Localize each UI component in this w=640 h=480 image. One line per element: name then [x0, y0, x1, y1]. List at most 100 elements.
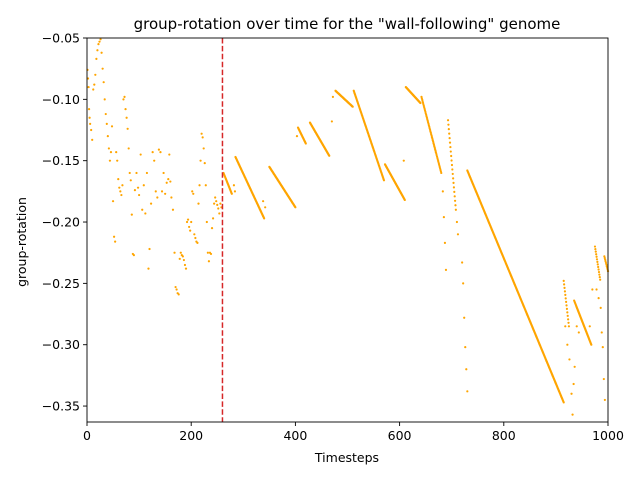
data-point: [463, 316, 466, 319]
data-point: [148, 247, 151, 251]
data-point: [590, 343, 593, 346]
y-tick-label: −0.25: [42, 276, 80, 291]
data-point: [328, 154, 331, 157]
data-point: [214, 196, 217, 199]
data-point: [174, 285, 177, 289]
data-point: [103, 98, 106, 101]
data-point: [597, 270, 601, 274]
data-point: [96, 49, 99, 52]
data-point: [595, 258, 599, 261]
data-point: [563, 286, 566, 289]
data-point: [295, 135, 299, 138]
data-point: [87, 108, 91, 111]
data-point: [92, 88, 95, 91]
data-point: [595, 255, 598, 258]
axes-frame: [86, 37, 609, 423]
data-point: [202, 147, 205, 150]
data-point: [99, 38, 102, 41]
data-point: [330, 120, 333, 123]
data-point: [567, 318, 570, 321]
data-point: [570, 392, 573, 395]
data-point: [213, 202, 216, 205]
x-tick-label: 600: [388, 428, 412, 443]
data-point: [170, 196, 173, 199]
data-point: [120, 193, 123, 197]
data-point: [442, 216, 445, 219]
data-point: [451, 172, 454, 176]
data-point: [87, 85, 90, 89]
data-point: [455, 220, 459, 224]
data-point: [450, 163, 454, 167]
data-point: [178, 257, 181, 260]
data-point: [566, 314, 569, 317]
data-point: [232, 184, 236, 187]
data-point: [596, 260, 599, 263]
data-point: [162, 171, 165, 175]
y-tick-label: −0.35: [42, 399, 80, 414]
data-point: [604, 260, 607, 263]
data-point: [191, 190, 194, 193]
data-point: [444, 268, 448, 271]
data-point: [125, 116, 128, 119]
data-point: [153, 159, 156, 162]
data-point: [441, 190, 444, 193]
data-point: [116, 159, 119, 162]
data-point: [599, 306, 602, 309]
data-point: [564, 293, 567, 296]
data-point: [565, 304, 568, 307]
y-tick-label: −0.10: [42, 92, 80, 107]
data-point: [568, 358, 571, 361]
data-point: [139, 153, 142, 156]
data-point: [132, 254, 135, 257]
data-point: [197, 202, 200, 205]
data-point: [186, 218, 190, 221]
data-point: [203, 162, 206, 165]
data-point: [219, 202, 222, 205]
data-point: [188, 225, 191, 229]
data-point: [218, 212, 221, 215]
data-point: [154, 190, 157, 193]
data-point: [130, 213, 133, 216]
data-point: [169, 180, 172, 183]
data-point: [160, 190, 164, 193]
data-point: [182, 258, 186, 262]
data-point: [201, 136, 204, 139]
data-point: [563, 290, 567, 293]
data-point: [157, 148, 160, 151]
data-point: [183, 263, 187, 267]
data-point: [588, 325, 591, 328]
data-point: [167, 177, 170, 181]
data-point: [175, 288, 178, 291]
data-point: [129, 179, 132, 182]
data-point: [168, 153, 171, 156]
data-point: [190, 220, 193, 224]
data-point: [263, 217, 266, 220]
data-point: [144, 212, 147, 215]
x-axis: 0 200 400 600 800 1000: [83, 422, 624, 443]
data-point: [294, 206, 297, 209]
data-point: [403, 198, 406, 202]
data-point: [599, 278, 602, 281]
data-point: [173, 251, 176, 254]
data-point: [207, 260, 211, 263]
data-point: [115, 151, 118, 154]
data-point: [88, 116, 91, 119]
data-point: [566, 343, 569, 346]
data-point: [105, 122, 108, 125]
data-point: [211, 217, 215, 220]
data-point: [597, 268, 600, 271]
data-point: [90, 128, 93, 132]
y-tick-label: −0.30: [42, 337, 80, 352]
data-point: [453, 195, 456, 198]
data-point: [114, 240, 117, 243]
data-point: [562, 401, 565, 404]
data-point: [204, 184, 207, 187]
y-tick-label: −0.05: [42, 31, 80, 46]
data-point: [171, 208, 175, 211]
data-point: [451, 168, 454, 171]
y-axis-label: group-rotation: [14, 197, 29, 287]
data-point: [156, 196, 159, 199]
data-point: [593, 245, 597, 248]
data-point: [199, 159, 202, 162]
data-point: [177, 293, 180, 296]
